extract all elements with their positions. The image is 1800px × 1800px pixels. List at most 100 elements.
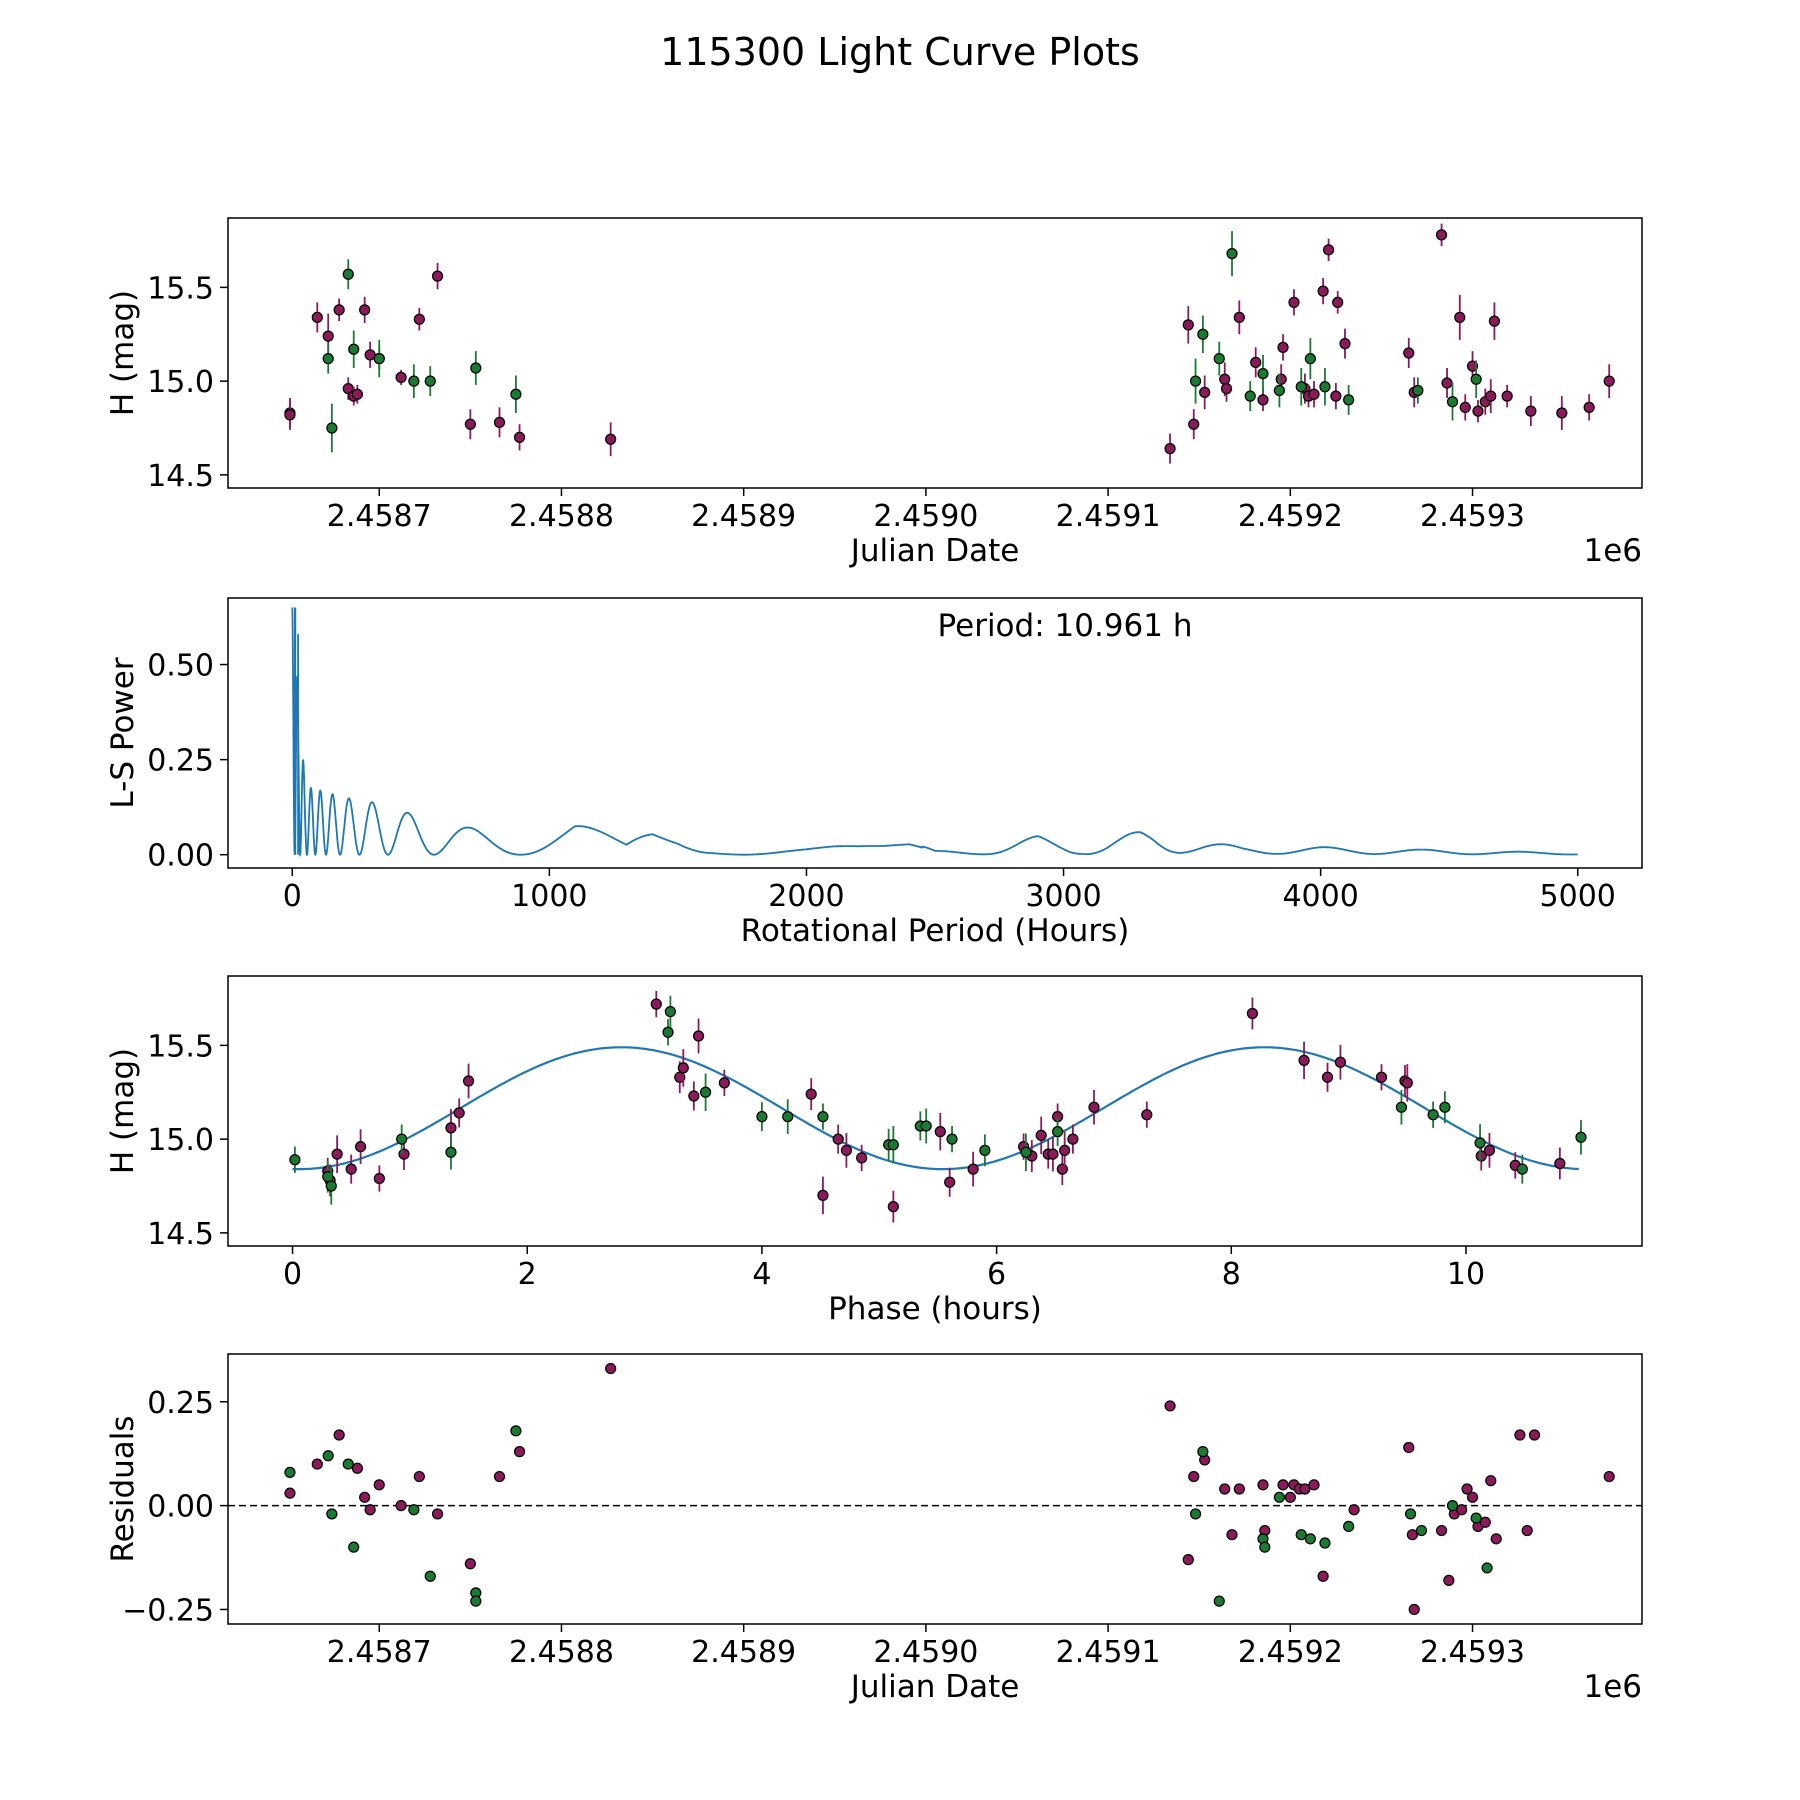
purple-point	[513, 431, 526, 443]
purple-point	[934, 1126, 946, 1138]
purple-point	[1554, 1157, 1566, 1170]
figure-title: 115300 Light Curve Plots	[660, 30, 1140, 74]
residuals-plot-area	[228, 1362, 1642, 1616]
lightcurve-x-offset: 1e6	[1583, 533, 1642, 569]
purple-point	[1164, 1400, 1176, 1412]
residuals-xtick-label: 2.4588	[509, 1635, 614, 1670]
green-point	[946, 1133, 958, 1145]
purple-point	[1322, 244, 1335, 256]
residuals-panel: 2.4587 2.4588 2.4589 2.4590 2.4591 2.4592 2.45…	[105, 1353, 1643, 1705]
green-point	[1575, 1131, 1587, 1143]
green-point	[1189, 1508, 1202, 1520]
purple-point	[1219, 373, 1231, 385]
purple-point	[1459, 401, 1471, 413]
purple-point	[395, 371, 407, 383]
lightcurve-frame	[227, 217, 1643, 489]
periodogram-ytick-label: 0.25	[147, 744, 214, 779]
purple-point	[1483, 1144, 1496, 1156]
periodogram-xtick-label: 0	[283, 879, 302, 914]
purple-point	[464, 1558, 476, 1570]
purple-point	[284, 409, 296, 421]
purple-point	[650, 998, 662, 1010]
purple-point	[1475, 1150, 1487, 1162]
purple-point	[395, 1500, 407, 1512]
phased-xlabel: Phase (hours)	[828, 1291, 1042, 1327]
purple-point	[1288, 296, 1300, 308]
purple-point	[677, 1062, 689, 1074]
purple-point	[1257, 394, 1269, 406]
green-point	[1343, 1520, 1355, 1532]
purple-point	[1056, 1163, 1068, 1175]
green-point	[1427, 1109, 1439, 1121]
purple-point	[1250, 356, 1262, 368]
purple-point	[359, 304, 371, 316]
purple-point	[1317, 285, 1329, 297]
purple-point	[1408, 1603, 1420, 1616]
purple-point	[1556, 407, 1568, 419]
green-point	[1439, 1101, 1451, 1113]
purple-point	[311, 1458, 323, 1470]
lightcurve-ylabel: H (mag)	[105, 290, 141, 416]
lightcurve-ytick-label: 15.5	[147, 271, 214, 306]
purple-point	[1067, 1133, 1079, 1145]
purple-point	[1488, 315, 1501, 327]
purple-point	[1330, 390, 1342, 402]
purple-point	[322, 330, 334, 342]
phased-ytick-label: 15.5	[147, 1029, 214, 1064]
purple-point	[1199, 386, 1211, 398]
purple-point	[1334, 1056, 1347, 1068]
green-point	[470, 1595, 482, 1607]
purple-point	[284, 1487, 296, 1499]
purple-point	[1308, 388, 1320, 400]
green-point	[322, 1450, 334, 1462]
green-point	[1189, 375, 1202, 387]
periodogram-ylabel: L-S Power	[105, 657, 141, 808]
purple-point	[359, 1491, 371, 1503]
residuals-ytick-label: −0.25	[122, 1593, 214, 1628]
green-point	[920, 1120, 932, 1132]
green-point	[1319, 1537, 1331, 1549]
green-point	[1481, 1562, 1493, 1574]
periodogram-xlabel: Rotational Period (Hours)	[741, 913, 1130, 949]
purple-point	[1226, 1529, 1238, 1541]
periodogram-frame	[227, 597, 1643, 869]
purple-point	[1257, 1479, 1269, 1491]
purple-point	[605, 433, 617, 445]
lightcurve-xtick-label: 2.4588	[509, 499, 614, 534]
purple-point	[1339, 338, 1351, 350]
residuals-x-offset: 1e6	[1583, 1669, 1642, 1705]
purple-point	[1501, 390, 1513, 402]
periodogram-xtick-label: 3000	[1025, 879, 1101, 914]
purple-point	[1284, 1491, 1296, 1503]
phased-panel: 0 2 4 6 8 10 14.5 15.0 15.5 Phase (hours) H (mag)	[105, 975, 1643, 1327]
purple-point	[413, 313, 425, 325]
green-point	[1213, 1595, 1225, 1607]
purple-point	[1490, 1533, 1502, 1545]
purple-point	[1375, 1071, 1388, 1083]
green-point	[662, 1026, 674, 1038]
green-point	[1273, 1491, 1285, 1503]
purple-point	[351, 1462, 363, 1474]
green-point	[342, 268, 354, 280]
periodogram-xtick-label: 4000	[1282, 879, 1358, 914]
green-point	[887, 1139, 899, 1151]
periodogram-line	[291, 607, 1578, 857]
purple-point	[445, 1122, 457, 1134]
periodogram-ytick-label: 0.00	[147, 839, 214, 874]
purple-point	[1525, 405, 1537, 417]
green-point	[1412, 384, 1424, 397]
lightcurve-xtick-label: 2.4593	[1420, 499, 1525, 534]
purple-point	[1059, 1144, 1071, 1156]
purple-point	[1514, 1429, 1526, 1441]
purple-point	[1461, 1483, 1473, 1495]
purple-point	[1275, 373, 1287, 385]
phased-xtick-label: 2	[518, 1257, 537, 1292]
green-point	[1257, 368, 1269, 380]
purple-point	[967, 1163, 979, 1175]
purple-point	[1528, 1429, 1541, 1441]
green-point	[756, 1111, 768, 1123]
purple-point	[605, 1362, 617, 1375]
purple-point	[1233, 311, 1245, 323]
purple-point	[856, 1152, 868, 1164]
